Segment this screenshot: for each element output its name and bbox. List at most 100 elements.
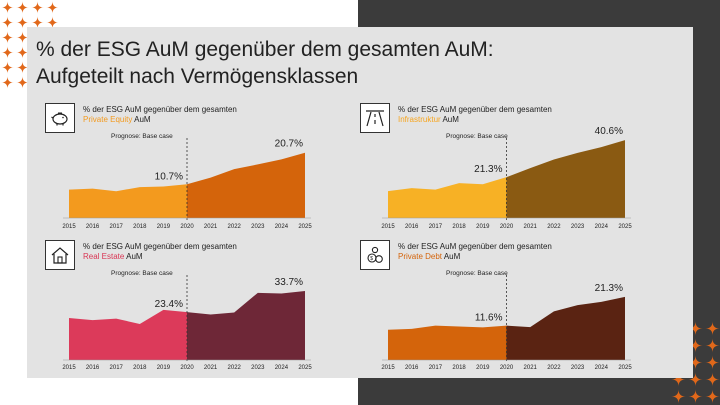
x-tick-label: 2022 xyxy=(547,224,561,230)
pattern-petal xyxy=(16,61,29,74)
pattern-petal xyxy=(46,16,58,29)
x-tick-label: 2017 xyxy=(110,224,124,230)
area-forecast xyxy=(506,140,625,218)
road-icon xyxy=(360,103,390,133)
x-tick-label: 2025 xyxy=(618,224,632,230)
data-label-2025: 40.6% xyxy=(595,126,623,137)
area-forecast xyxy=(506,296,625,360)
pattern-petal xyxy=(688,355,703,370)
x-tick-label: 2015 xyxy=(62,224,76,230)
data-label-2020: 10.7% xyxy=(155,171,183,182)
title-line-2: Aufgeteilt nach Vermögensklassen xyxy=(36,65,359,88)
piggy-bank-icon xyxy=(45,103,75,133)
pattern-petal xyxy=(1,31,14,44)
x-tick-label: 2020 xyxy=(180,224,194,230)
x-tick-label: 2015 xyxy=(62,365,76,371)
panel-title: % der ESG AuM gegenüber dem gesamten Pri… xyxy=(83,105,323,125)
pattern-petal xyxy=(1,61,14,74)
x-tick-label: 2024 xyxy=(275,224,289,230)
pattern-petal xyxy=(46,1,58,14)
prognose-label: Prognose: Base case xyxy=(111,133,173,140)
panel-private-equity: % der ESG AuM gegenüber dem gesamten Pri… xyxy=(45,103,325,243)
asset-class-suffix: AuM xyxy=(443,252,461,261)
pattern-petal xyxy=(688,338,703,353)
asset-class-label: Private Debt xyxy=(398,252,443,261)
chart-private-equity: 2015 2016 2017 2018 2019 2020 2021 2022 2023 2024… xyxy=(62,138,312,230)
x-tick-label: 2019 xyxy=(476,224,490,230)
x-tick-label: 2020 xyxy=(500,365,514,371)
x-tick-label: 2024 xyxy=(595,224,609,230)
panel-title-prefix: % der ESG AuM gegenüber dem gesamten xyxy=(83,105,237,114)
pattern-petal xyxy=(16,31,29,44)
x-tick-label: 2018 xyxy=(133,365,147,371)
pattern-petal xyxy=(705,321,720,336)
x-tick-label: 2021 xyxy=(204,224,218,230)
prognose-label: Prognose: Base case xyxy=(446,270,508,277)
chart-infrastruktur: 2015 2016 2017 2018 2019 2020 2021 2022 2023 2024… xyxy=(381,126,632,230)
money-icon: $ xyxy=(360,240,390,270)
x-tick-label: 2019 xyxy=(157,365,171,371)
title-line-1: % der ESG AuM gegenüber dem gesamten AuM… xyxy=(36,38,494,61)
x-tick-label: 2018 xyxy=(452,365,466,371)
area-historical xyxy=(69,309,187,360)
area-historical xyxy=(388,325,507,360)
pattern-petal xyxy=(1,76,14,89)
asset-class-suffix: AuM xyxy=(442,115,459,124)
pattern-petal xyxy=(705,355,720,370)
asset-class-suffix: AuM xyxy=(126,252,143,261)
panel-title-prefix: % der ESG AuM gegenüber dem gesamten xyxy=(398,242,552,251)
panel-real-estate: % der ESG AuM gegenüber dem gesamten Rea… xyxy=(45,240,325,380)
area-historical xyxy=(388,177,507,218)
pattern-petal xyxy=(705,372,720,387)
panel-title: % der ESG AuM gegenüber dem gesamten Rea… xyxy=(83,242,323,262)
x-tick-label: 2017 xyxy=(429,365,443,371)
x-tick-label: 2023 xyxy=(571,224,585,230)
x-tick-label: 2019 xyxy=(157,224,171,230)
data-label-2025: 33.7% xyxy=(275,277,303,288)
asset-class-label: Private Equity xyxy=(83,115,133,124)
pattern-petal xyxy=(16,76,29,89)
x-tick-label: 2022 xyxy=(228,224,242,230)
panel-title-prefix: % der ESG AuM gegenüber dem gesamten xyxy=(83,242,237,251)
x-tick-label: 2017 xyxy=(110,365,124,371)
x-tick-label: 2015 xyxy=(381,224,395,230)
pattern-petal xyxy=(16,16,29,29)
prognose-label: Prognose: Base case xyxy=(446,133,508,140)
chart-real-estate: 2015 2016 2017 2018 2019 2020 2021 2022 2023 2024… xyxy=(62,275,312,371)
area-forecast xyxy=(187,152,305,218)
data-label-2025: 20.7% xyxy=(275,139,303,150)
area-forecast xyxy=(187,290,305,360)
pattern-petal xyxy=(671,372,686,387)
x-tick-label: 2016 xyxy=(405,224,419,230)
pattern-petal xyxy=(16,46,29,59)
pattern-petal xyxy=(688,321,703,336)
x-tick-label: 2017 xyxy=(429,224,443,230)
pattern-petal xyxy=(1,1,14,14)
x-tick-label: 2022 xyxy=(228,365,242,371)
house-icon xyxy=(45,240,75,270)
x-tick-label: 2016 xyxy=(405,365,419,371)
pattern-petal xyxy=(1,16,14,29)
x-tick-label: 2025 xyxy=(298,224,312,230)
orange-pattern-decoration xyxy=(1,1,58,89)
x-tick-label: 2018 xyxy=(452,224,466,230)
x-tick-label: 2015 xyxy=(381,365,395,371)
x-tick-label: 2016 xyxy=(86,224,100,230)
pattern-petal xyxy=(705,338,720,353)
panel-infrastruktur: % der ESG AuM gegenüber dem gesamten Inf… xyxy=(360,103,640,243)
x-tick-label: 2021 xyxy=(204,365,218,371)
asset-class-label: Real Estate xyxy=(83,252,125,261)
asset-class-suffix: AuM xyxy=(134,115,151,124)
x-tick-label: 2016 xyxy=(86,365,100,371)
data-label-2020: 23.4% xyxy=(155,299,183,310)
x-tick-label: 2025 xyxy=(618,365,632,371)
x-tick-label: 2024 xyxy=(595,365,609,371)
asset-class-label: Infrastruktur xyxy=(398,115,441,124)
data-label-2020: 11.6% xyxy=(475,313,503,324)
x-tick-label: 2020 xyxy=(500,224,514,230)
panel-title: % der ESG AuM gegenüber dem gesamten Inf… xyxy=(398,105,638,125)
page-title: % der ESG AuM gegenüber dem gesamten AuM… xyxy=(36,36,494,90)
x-tick-label: 2023 xyxy=(571,365,585,371)
pattern-petal xyxy=(16,1,29,14)
data-label-2020: 21.3% xyxy=(474,164,502,175)
